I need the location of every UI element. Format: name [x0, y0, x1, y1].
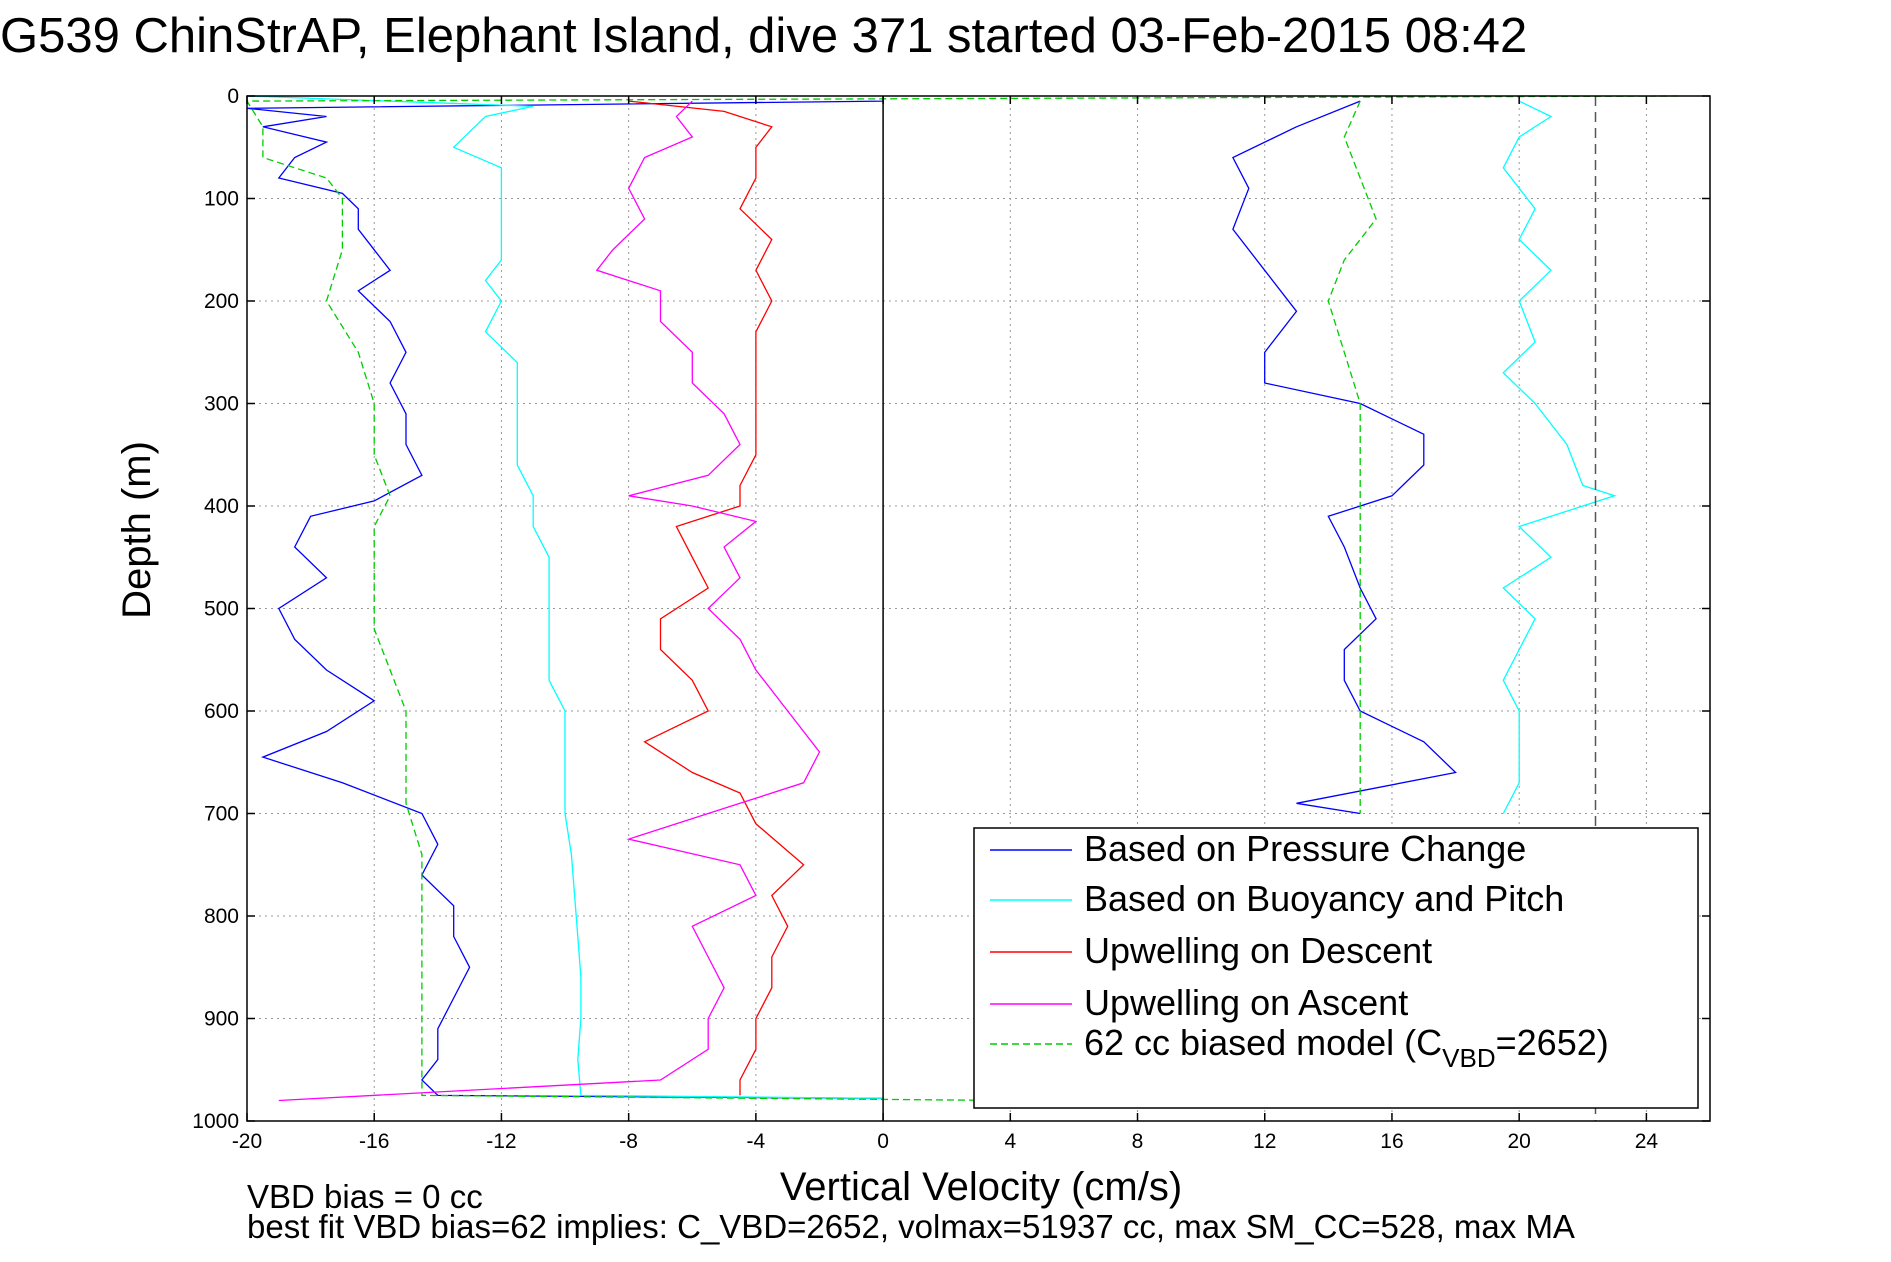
series-group [245, 95, 1679, 1102]
y-tick-label: 100 [204, 188, 239, 211]
x-tick-label: -12 [486, 1130, 516, 1153]
legend-subscript: VBD [1442, 1043, 1495, 1073]
legend-label-tail: =2652) [1496, 1022, 1609, 1063]
y-tick-label: 900 [204, 1008, 239, 1031]
x-tick-label: 24 [1635, 1130, 1659, 1153]
y-tick-label: 0 [227, 85, 239, 108]
legend-label: Upwelling on Descent [1084, 930, 1432, 971]
chart-title: G539 ChinStrAP, Elephant Island, dive 37… [0, 9, 1527, 63]
y-tick-label: 200 [204, 290, 239, 313]
legend: Based on Pressure Change Based on Buoyanc… [973, 827, 1699, 1109]
series-line [628, 100, 805, 1096]
y-tick-label: 300 [204, 393, 239, 416]
x-tick-label: 8 [1132, 1130, 1144, 1153]
y-tick-label: 800 [204, 905, 239, 928]
y-tick-label: 500 [204, 598, 239, 621]
x-tick-label: 4 [1004, 1130, 1016, 1153]
y-tick-label: 600 [204, 700, 239, 723]
x-tick-label: 20 [1507, 1130, 1530, 1153]
y-tick-label: 400 [204, 495, 239, 518]
x-tick-label: -8 [619, 1130, 638, 1153]
series-line [245, 95, 1679, 1102]
x-tick-label: 16 [1380, 1130, 1403, 1153]
y-tick-label: 700 [204, 803, 239, 826]
series-line [278, 100, 821, 1102]
legend-label: Based on Buoyancy and Pitch [1084, 878, 1564, 919]
series-line [246, 95, 884, 1100]
legend-box [973, 827, 1699, 1109]
axis-ticks: -20 -16 -12 -8 -4 0 4 8 12 16 20 24 0 100 200 300 400 500… [192, 85, 1710, 1153]
legend-label: Based on Pressure Change [1084, 828, 1526, 869]
y-tick-label: 1000 [192, 1110, 239, 1133]
x-tick-label: 12 [1253, 1130, 1276, 1153]
series-line [1502, 100, 1617, 814]
series-line [246, 96, 884, 1100]
footer-vbd-bias: VBD bias = 0 cc [247, 1178, 483, 1215]
footer-best-fit: best fit VBD bias=62 implies: C_VBD=2652… [247, 1208, 1575, 1245]
legend-label: Upwelling on Ascent [1084, 982, 1408, 1023]
series-line [1232, 100, 1457, 815]
x-tick-label: -4 [747, 1130, 766, 1153]
x-axis-label: Vertical Velocity (cm/s) [780, 1165, 1182, 1209]
series-line [1327, 100, 1377, 814]
y-axis-label: Depth (m) [115, 441, 159, 619]
x-tick-label: -16 [359, 1130, 389, 1153]
x-tick-label: -20 [232, 1130, 262, 1153]
x-tick-label: 0 [877, 1130, 889, 1153]
